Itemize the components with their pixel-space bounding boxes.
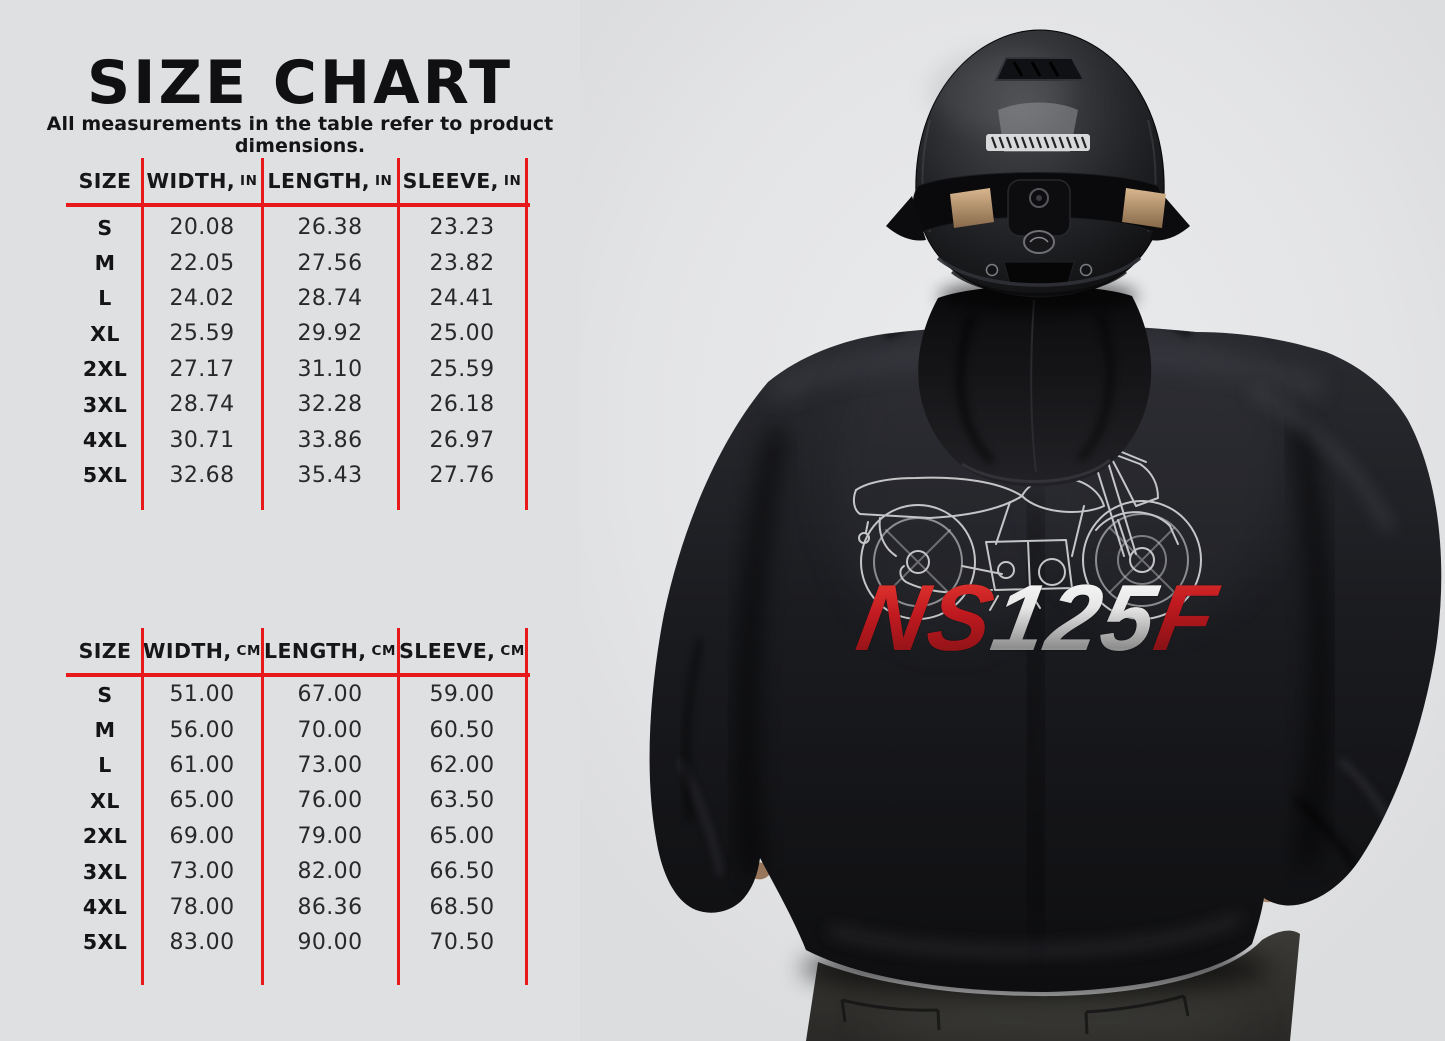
hoodie bbox=[649, 324, 1442, 993]
size-table-centimeters: SIZE WIDTH, CM LENGTH, CM SLEEVE, CM S 51.00… bbox=[66, 628, 530, 985]
table-divider bbox=[524, 158, 528, 510]
table-divider bbox=[396, 158, 400, 510]
print-segment-ns: NS bbox=[850, 566, 1003, 671]
table-row: 2XL 69.00 79.00 65.00 bbox=[82, 823, 495, 849]
table-row: XL 65.00 76.00 63.50 bbox=[90, 788, 495, 814]
table-divider bbox=[524, 628, 528, 985]
table-divider bbox=[260, 628, 264, 985]
table-row: 3XL 73.00 82.00 66.50 bbox=[82, 859, 495, 885]
jeans bbox=[806, 930, 1300, 1041]
size-chart-panel: SIZE CHART All measurements in the table… bbox=[0, 0, 600, 1041]
column-header-width: WIDTH, CM bbox=[142, 638, 262, 663]
table-row: S 20.08 26.38 23.23 bbox=[97, 215, 495, 241]
column-header-length: LENGTH, IN bbox=[267, 168, 393, 193]
svg-text:NS125F: NS125F bbox=[850, 566, 1226, 671]
table-row: 3XL 28.74 32.28 26.18 bbox=[82, 392, 495, 418]
table-divider bbox=[140, 628, 144, 985]
table-row: XL 25.59 29.92 25.00 bbox=[90, 321, 495, 347]
table-divider bbox=[260, 158, 264, 510]
print-segment-125: 125 bbox=[984, 566, 1165, 671]
page-subtitle: All measurements in the table refer to p… bbox=[46, 113, 554, 157]
column-header-size: SIZE bbox=[78, 638, 132, 663]
table-row: 5XL 32.68 35.43 27.76 bbox=[82, 462, 495, 488]
column-header-sleeve: SLEEVE, CM bbox=[399, 638, 525, 663]
table-divider bbox=[396, 628, 400, 985]
table-header-row: SIZE WIDTH, CM LENGTH, CM SLEEVE, CM bbox=[68, 628, 530, 673]
table-row: M 22.05 27.56 23.82 bbox=[94, 250, 495, 276]
helmet-icon bbox=[886, 29, 1190, 312]
table-row: 2XL 27.17 31.10 25.59 bbox=[82, 356, 495, 382]
table-row: S 51.00 67.00 59.00 bbox=[97, 682, 495, 708]
table-body: S 20.08 26.38 23.23 M 22.05 27.56 23.82 L 24.02… bbox=[68, 203, 530, 493]
column-header-sleeve: SLEEVE, IN bbox=[402, 168, 522, 193]
helmet-reflector-left bbox=[950, 188, 994, 228]
helmet-logo bbox=[1029, 188, 1049, 208]
column-header-length: LENGTH, CM bbox=[264, 638, 396, 663]
jeans-pocket-right bbox=[1084, 994, 1190, 1035]
helmet-reflector-right bbox=[1122, 188, 1166, 228]
table-row: L 24.02 28.74 24.41 bbox=[98, 285, 495, 311]
table-header-row: SIZE WIDTH, IN LENGTH, IN SLEEVE, IN bbox=[68, 158, 530, 203]
table-body: S 51.00 67.00 59.00 M 56.00 70.00 60.50 L 61.00… bbox=[68, 673, 530, 960]
helmet-top-vent bbox=[994, 57, 1086, 81]
table-header-underline bbox=[66, 673, 530, 677]
helmet-emblem bbox=[1023, 230, 1055, 254]
hood bbox=[918, 285, 1152, 487]
jeans-pocket-left bbox=[840, 998, 941, 1031]
print-text: NS125F bbox=[849, 565, 1226, 672]
table-row: L 61.00 73.00 62.00 bbox=[98, 752, 495, 778]
page-title: SIZE CHART bbox=[86, 48, 514, 118]
table-row: 4XL 30.71 33.86 26.97 bbox=[82, 427, 495, 453]
table-row: M 56.00 70.00 60.50 bbox=[94, 717, 495, 743]
column-header-size: SIZE bbox=[78, 168, 132, 193]
table-header-underline bbox=[66, 203, 530, 207]
table-row: 4XL 78.00 86.36 68.50 bbox=[82, 894, 495, 920]
table-divider bbox=[140, 158, 144, 510]
size-table-inches: SIZE WIDTH, IN LENGTH, IN SLEEVE, IN S 20.08… bbox=[66, 158, 530, 510]
column-header-width: WIDTH, IN bbox=[146, 168, 258, 193]
table-row: 5XL 83.00 90.00 70.50 bbox=[82, 929, 495, 955]
